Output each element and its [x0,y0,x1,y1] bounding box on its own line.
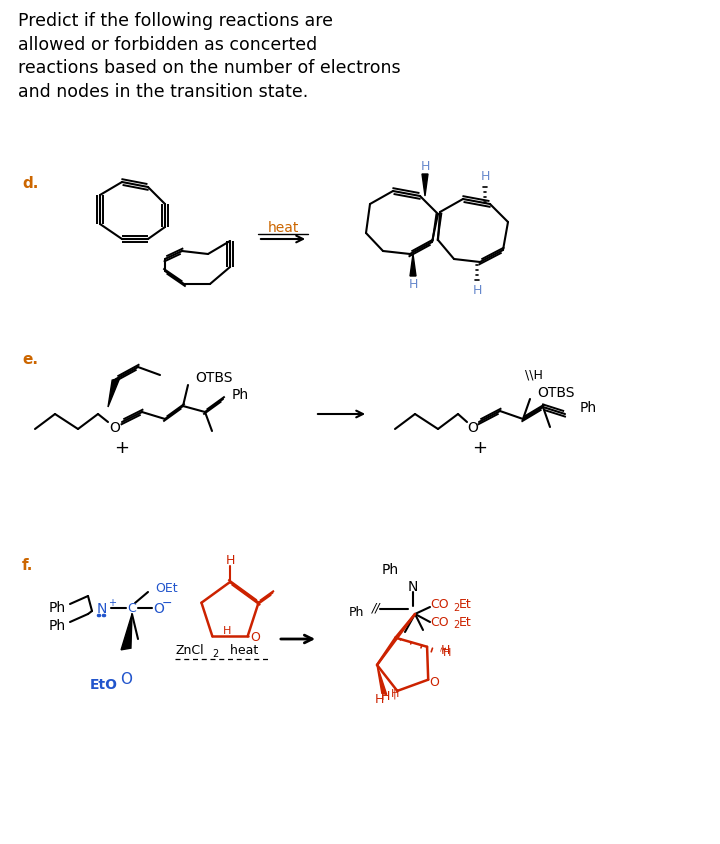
Text: f.: f. [22,557,33,572]
Text: O: O [467,420,478,435]
Polygon shape [410,255,416,277]
Text: ZnCl: ZnCl [175,644,204,657]
Text: +: + [108,598,116,608]
Text: Ph: Ph [580,401,597,414]
Text: H: H [472,284,482,297]
Text: e.: e. [22,352,38,367]
Text: //: // [372,601,380,614]
Text: −: − [162,596,172,609]
Text: \\H: \\H [525,368,543,381]
Text: $\mathit{'''}\!\!$H: $\mathit{'''}\!\!$H [439,646,451,658]
Polygon shape [108,378,120,408]
Text: Ph: Ph [382,562,399,576]
Text: EtO: EtO [90,677,118,691]
Text: 2: 2 [453,619,459,630]
Text: H: H [480,170,490,183]
Text: 2: 2 [212,648,218,658]
Text: H: H [408,279,418,291]
Text: N: N [408,579,418,593]
Text: C: C [127,602,136,614]
Text: $\mathsf{H\!\!\!|}$: $\mathsf{H\!\!\!|}$ [390,686,399,700]
Text: Ph: Ph [48,600,66,614]
Polygon shape [121,614,132,650]
Text: O: O [251,630,261,643]
Text: OEt: OEt [155,581,178,594]
Text: H: H [420,160,430,173]
Text: H: H [381,690,390,702]
Text: CO: CO [430,614,449,628]
Text: d.: d. [22,176,38,190]
Text: O: O [153,601,164,615]
Text: CO: CO [430,598,449,611]
Text: OTBS: OTBS [195,371,233,385]
Text: Et: Et [459,614,472,628]
Text: O: O [429,675,439,689]
Polygon shape [422,175,428,197]
Text: H: H [222,625,231,636]
Text: +: + [114,439,130,457]
Text: Ph: Ph [348,606,364,619]
Text: OTBS: OTBS [537,386,575,399]
Text: O: O [120,672,132,687]
Text: heat: heat [267,221,299,235]
Text: H: H [441,643,450,657]
Polygon shape [377,665,387,695]
Text: Ph: Ph [232,387,249,402]
Text: H: H [225,553,235,565]
Text: Et: Et [459,598,472,611]
Text: 2: 2 [453,603,459,612]
Text: heat: heat [222,644,258,657]
Text: O: O [109,420,120,435]
Text: H: H [374,693,384,706]
Text: Ph: Ph [48,619,66,632]
Text: +: + [472,439,487,457]
Text: Predict if the following reactions are
allowed or forbidden as concerted
reactio: Predict if the following reactions are a… [18,12,400,100]
Text: N: N [96,601,107,615]
